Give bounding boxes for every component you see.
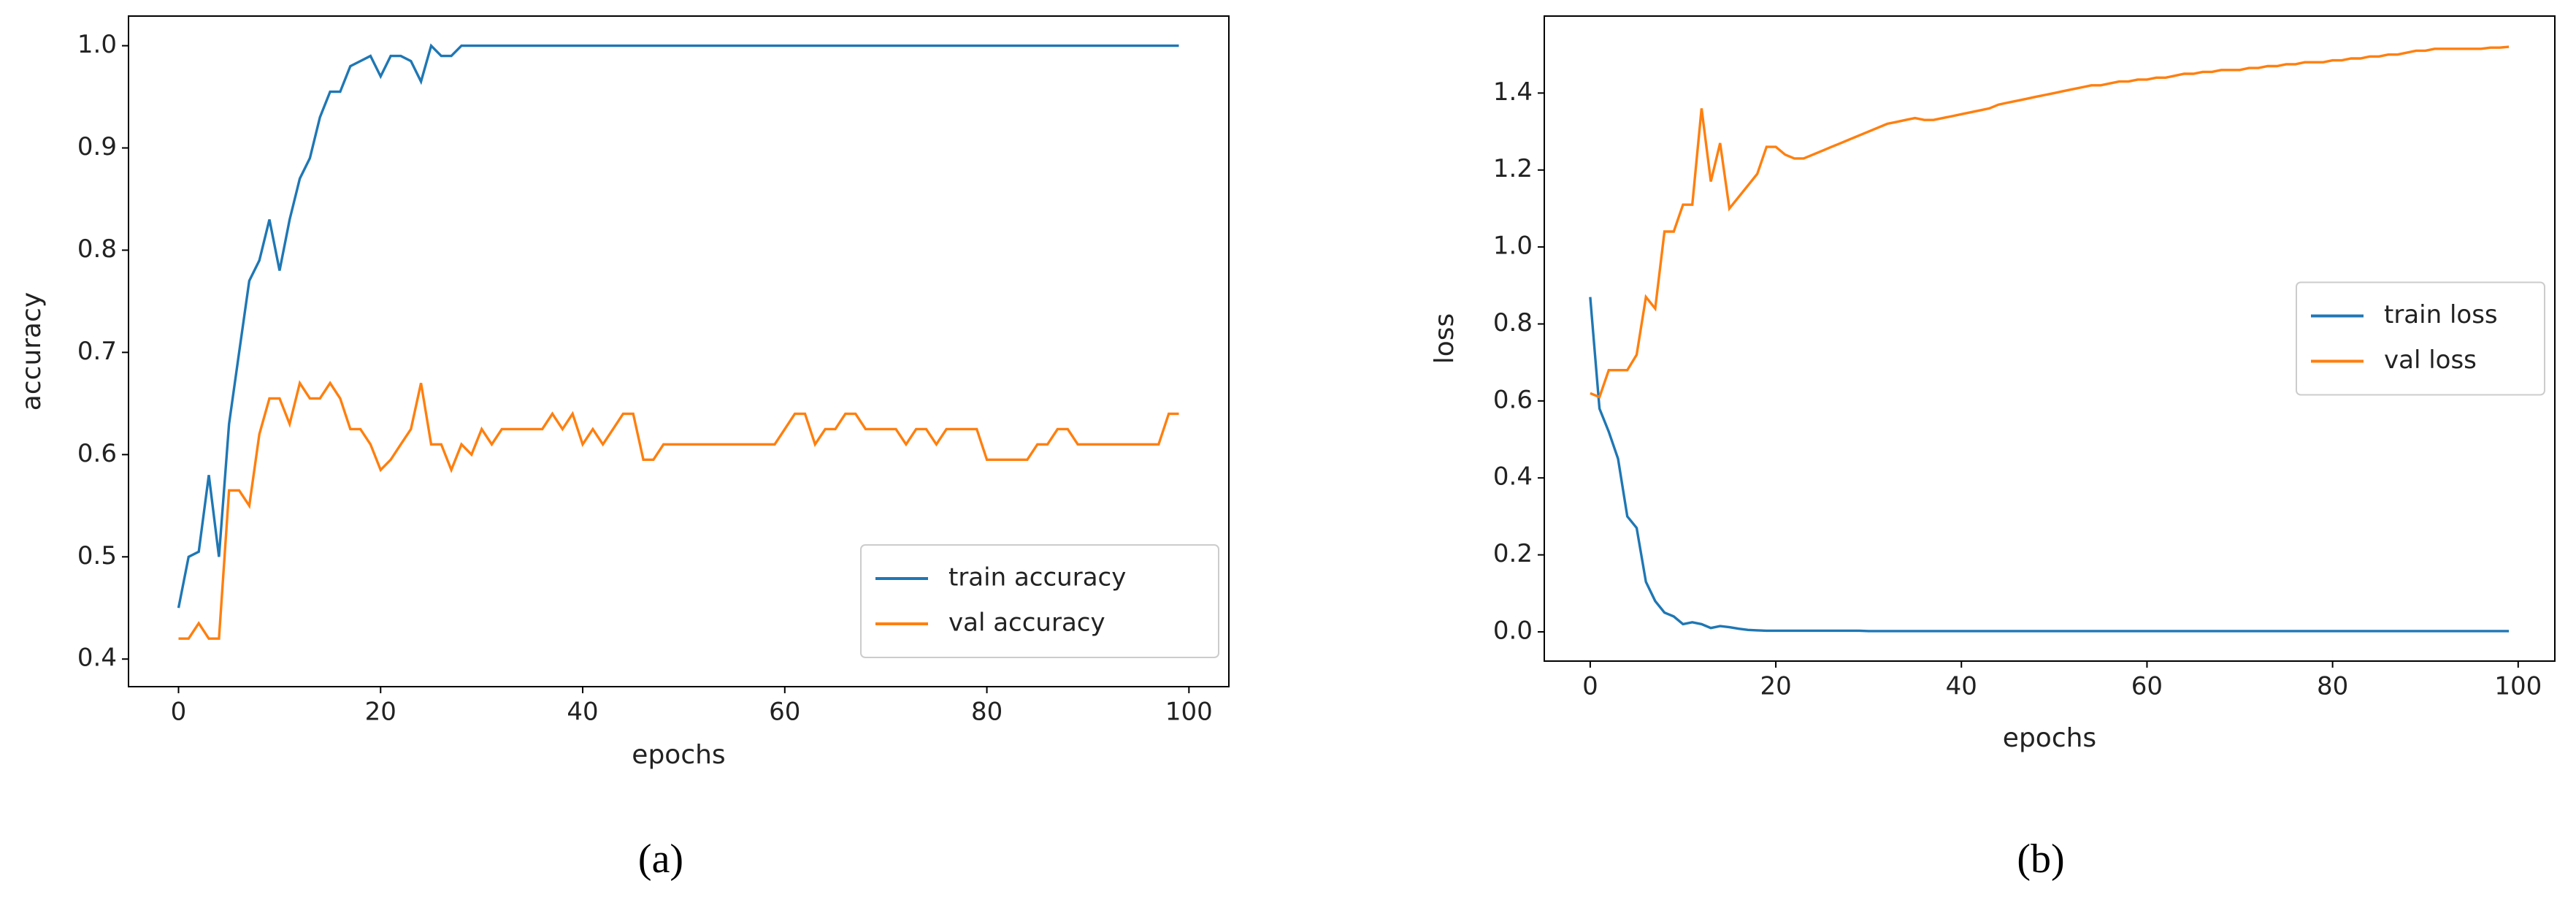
y-tick-label: 0.8 (1493, 308, 1533, 337)
caption: (b) (2017, 836, 2064, 882)
data-line (1590, 45, 2510, 399)
x-tick-label: 100 (2494, 672, 2542, 701)
y-tick-label: 0.2 (1493, 539, 1533, 568)
y-tick-label: 1.4 (1493, 77, 1533, 107)
legend-label: train loss (2384, 300, 2498, 329)
x-tick-label: 60 (2131, 672, 2163, 701)
x-tick-label: 40 (567, 698, 598, 727)
axes-frame (1544, 15, 2556, 662)
x-axis-label: epochs (632, 740, 725, 770)
x-tick-label: 40 (1946, 672, 1977, 701)
y-tick-label: 0.6 (77, 439, 117, 468)
data-line (178, 380, 1179, 640)
legend-label: train accuracy (948, 563, 1126, 592)
y-tick-label: 0.6 (1493, 385, 1533, 414)
x-tick-label: 80 (2317, 672, 2348, 701)
y-tick-label: 1.0 (1493, 232, 1533, 261)
y-tick-label: 0.4 (77, 644, 117, 673)
y-tick-label: 0.9 (77, 132, 117, 161)
axes-frame (128, 15, 1230, 687)
legend-label: val accuracy (948, 608, 1105, 638)
y-tick-label: 0.5 (77, 541, 117, 571)
y-tick-label: 0.7 (77, 337, 117, 366)
data-line (177, 43, 1179, 608)
x-tick-label: 20 (365, 698, 396, 727)
caption: (a) (638, 836, 683, 882)
y-tick-label: 0.0 (1493, 616, 1533, 645)
x-tick-label: 0 (1582, 672, 1598, 701)
x-tick-label: 100 (1165, 698, 1213, 727)
x-tick-label: 0 (171, 698, 187, 727)
x-tick-label: 60 (769, 698, 800, 727)
y-tick-label: 1.2 (1493, 154, 1533, 183)
y-tick-label: 1.0 (77, 30, 117, 59)
legend-box (2296, 281, 2545, 396)
chart: 0 20 40 60 80 100 0.4 0.5 0.6 0.7 0.8 0.9 1.0 epochs a… (17, 15, 1230, 882)
y-tick-label: 0.8 (77, 234, 117, 264)
legend-label: val loss (2384, 346, 2477, 375)
x-tick-label: 20 (1760, 672, 1791, 701)
y-axis-label: accuracy (17, 292, 47, 411)
y-axis-label: loss (1430, 313, 1460, 365)
x-tick-label: 80 (971, 698, 1003, 727)
data-line (1589, 297, 2510, 633)
y-tick-label: 0.4 (1493, 462, 1533, 492)
legend-box (860, 544, 1219, 658)
x-axis-label: epochs (2003, 723, 2096, 753)
chart: 0 20 40 60 80 100 0.0 0.2 0.4 0.6 0.8 1.0 1.2 1.4 epoc… (1430, 15, 2556, 882)
